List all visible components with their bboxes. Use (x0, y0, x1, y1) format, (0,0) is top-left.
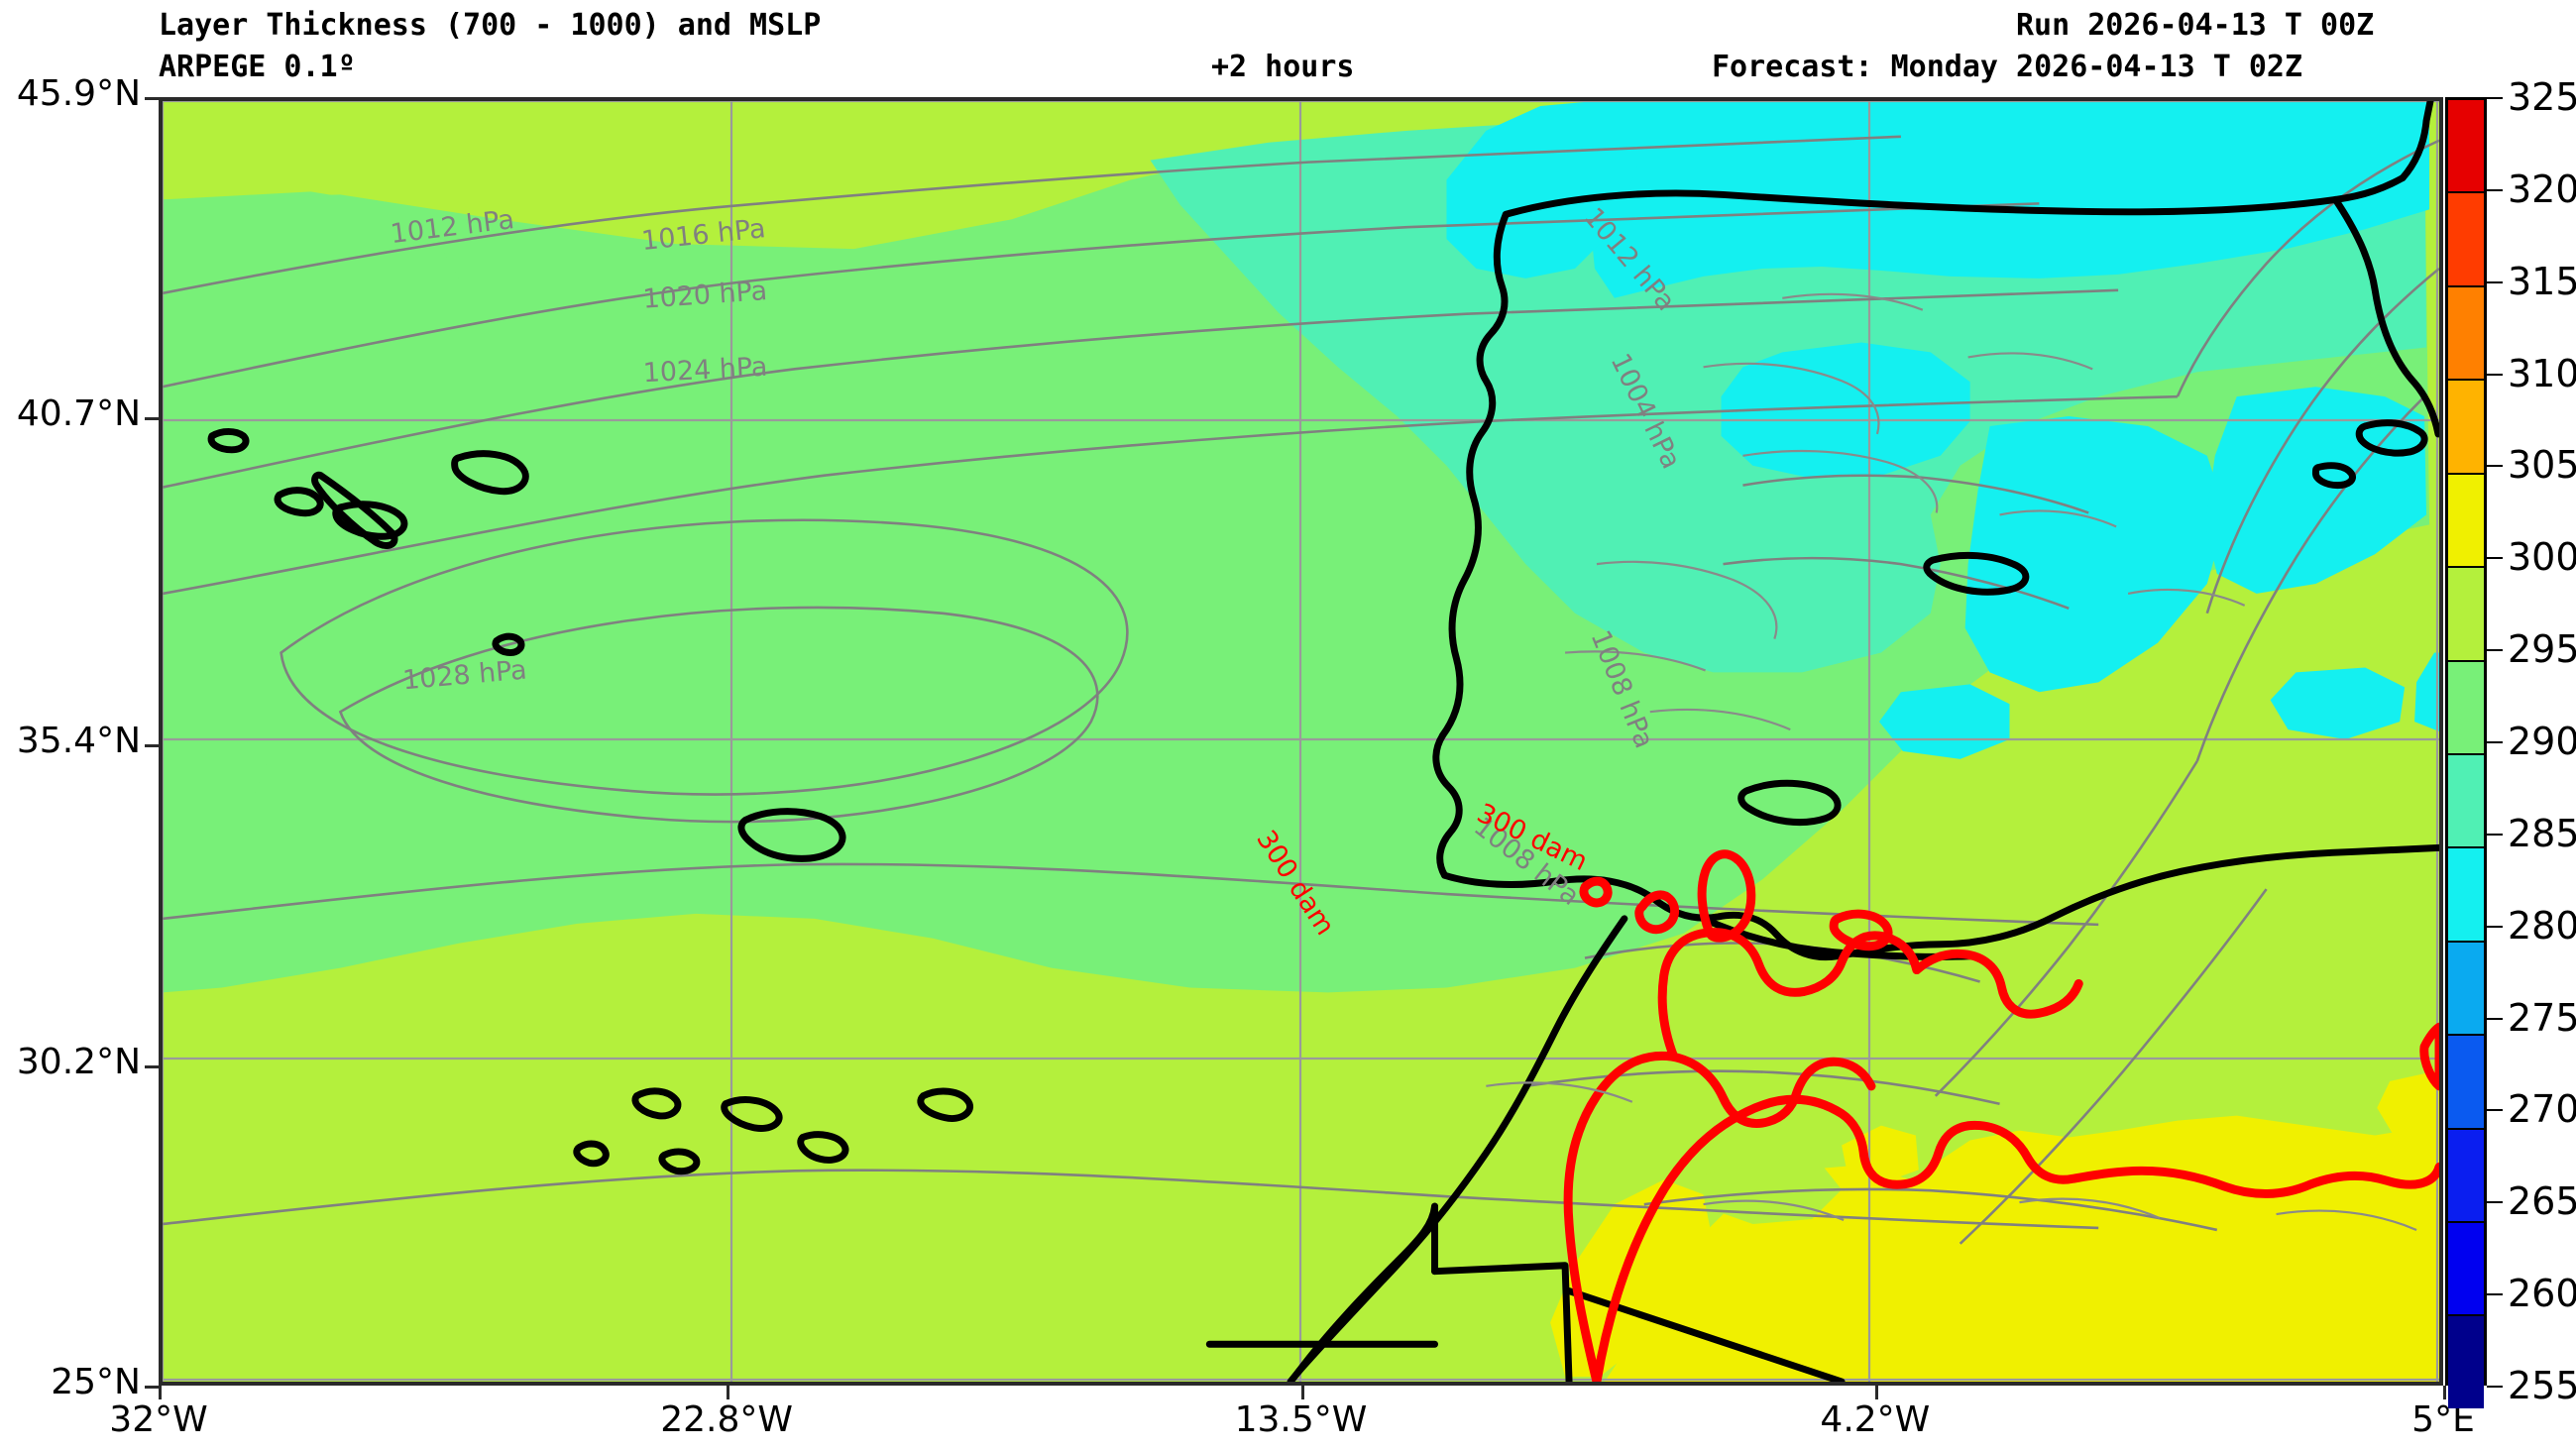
thickness-contour-300dam (1563, 849, 2439, 1382)
colorbar-tick-mark-275 (2487, 1017, 2503, 1020)
colorbar-tick-label-270: 270 (2508, 1087, 2576, 1132)
colorbar-band-315-320 (2448, 191, 2484, 285)
lon-tick-mark-3 (1874, 1386, 1878, 1399)
colorbar-tick-mark-315 (2487, 280, 2503, 283)
run-timestamp-label: Run 2026-04-13 T 00Z (2016, 8, 2375, 43)
colorbar-tick-label-260: 260 (2508, 1272, 2576, 1316)
model-label: ARPEGE 0.1º (159, 50, 356, 84)
colorbar-band-265-270 (2448, 1127, 2484, 1222)
lon-tick-label-1: 22.8°W (660, 1399, 794, 1440)
lon-tick-mark-2 (1300, 1386, 1304, 1399)
lat-tick-label-4: 25°N (51, 1362, 141, 1402)
administrative-borders (1486, 292, 2417, 1231)
page-title: Layer Thickness (700 - 1000) and MSLP (159, 8, 822, 43)
lat-tick-mark-1 (145, 417, 159, 421)
colorbar-tick-label-280: 280 (2508, 903, 2576, 948)
colorbar-band-295-300 (2448, 566, 2484, 660)
colorbar-tick-mark-270 (2487, 1109, 2503, 1112)
lon-tick-label-0: 32°W (109, 1399, 208, 1440)
chart-header: Layer Thickness (700 - 1000) and MSLP AR… (0, 0, 2576, 95)
colorbar-band-275-280 (2448, 940, 2484, 1035)
weather-map-plot: 1012 hPa 1016 hPa 1020 hPa 1024 hPa 1028 hPa… (159, 97, 2443, 1386)
lead-time-label: +2 hours (1211, 50, 1355, 84)
lon-tick-mark-0 (159, 1386, 162, 1399)
lat-tick-label-2: 35.4°N (16, 721, 141, 762)
colorbar-tick-mark-310 (2487, 373, 2503, 376)
colorbar-band-290-295 (2448, 659, 2484, 753)
colorbar-tick-mark-320 (2487, 188, 2503, 191)
colorbar-band-310-315 (2448, 284, 2484, 380)
colorbar-tick-mark-325 (2487, 97, 2503, 99)
lon-tick-mark-1 (727, 1386, 730, 1399)
colorbar-tick-label-255: 255 (2508, 1364, 2576, 1407)
lat-tick-mark-4 (145, 1386, 159, 1389)
lon-tick-label-3: 4.2°W (1820, 1399, 1931, 1440)
lat-tick-label-3: 30.2°N (16, 1041, 141, 1082)
colorbar-tick-mark-305 (2487, 465, 2503, 468)
colorbar-band-320-325 (2448, 100, 2484, 192)
colorbar-tick-mark-280 (2487, 925, 2503, 928)
colorbar-tick-label-305: 305 (2508, 443, 2576, 488)
colorbar-tick-mark-260 (2487, 1293, 2503, 1296)
colorbar-tick-label-295: 295 (2508, 627, 2576, 672)
colorbar-band-300-305 (2448, 472, 2484, 567)
forecast-timestamp-label: Forecast: Monday 2026-04-13 T 02Z (1712, 50, 2303, 84)
colorbar-band-285-290 (2448, 752, 2484, 847)
colorbar-tick-label-275: 275 (2508, 995, 2576, 1040)
colorbar-tick-label-315: 315 (2508, 259, 2576, 303)
colorbar-tick-mark-290 (2487, 741, 2503, 743)
lat-tick-mark-2 (145, 744, 159, 748)
lat-tick-mark-0 (145, 97, 159, 100)
graticule (163, 101, 2439, 1382)
colorbar-tick-mark-300 (2487, 557, 2503, 560)
colorbar-band-270-275 (2448, 1034, 2484, 1128)
lon-tick-mark-4 (2443, 1386, 2446, 1399)
colorbar (2445, 97, 2487, 1408)
colorbar-tick-label-320: 320 (2508, 167, 2576, 211)
colorbar-tick-label-265: 265 (2508, 1179, 2576, 1224)
colorbar-band-280-285 (2448, 846, 2484, 941)
mslp-isobars (163, 135, 2439, 1245)
colorbar-tick-label-325: 325 (2508, 75, 2576, 119)
coastlines (207, 101, 2439, 1382)
colorbar-tick-mark-255 (2487, 1386, 2503, 1388)
colorbar-tick-label-300: 300 (2508, 535, 2576, 580)
colorbar-tick-mark-295 (2487, 649, 2503, 652)
colorbar-tick-label-290: 290 (2508, 720, 2576, 763)
lat-tick-mark-3 (145, 1064, 159, 1068)
colorbar-band-260-265 (2448, 1221, 2484, 1315)
colorbar-tick-label-285: 285 (2508, 811, 2576, 855)
isobar-label-3: 1024 hPa (642, 352, 768, 389)
colorbar-band-305-310 (2448, 379, 2484, 473)
colorbar-tick-mark-265 (2487, 1201, 2503, 1204)
lon-tick-label-2: 13.5°W (1234, 1399, 1368, 1440)
colorbar-band-255-260 (2448, 1314, 2484, 1408)
colorbar-tick-label-310: 310 (2508, 351, 2576, 395)
lat-tick-label-1: 40.7°N (16, 393, 141, 435)
lat-tick-label-0: 45.9°N (16, 73, 141, 114)
colorbar-tick-mark-285 (2487, 833, 2503, 836)
